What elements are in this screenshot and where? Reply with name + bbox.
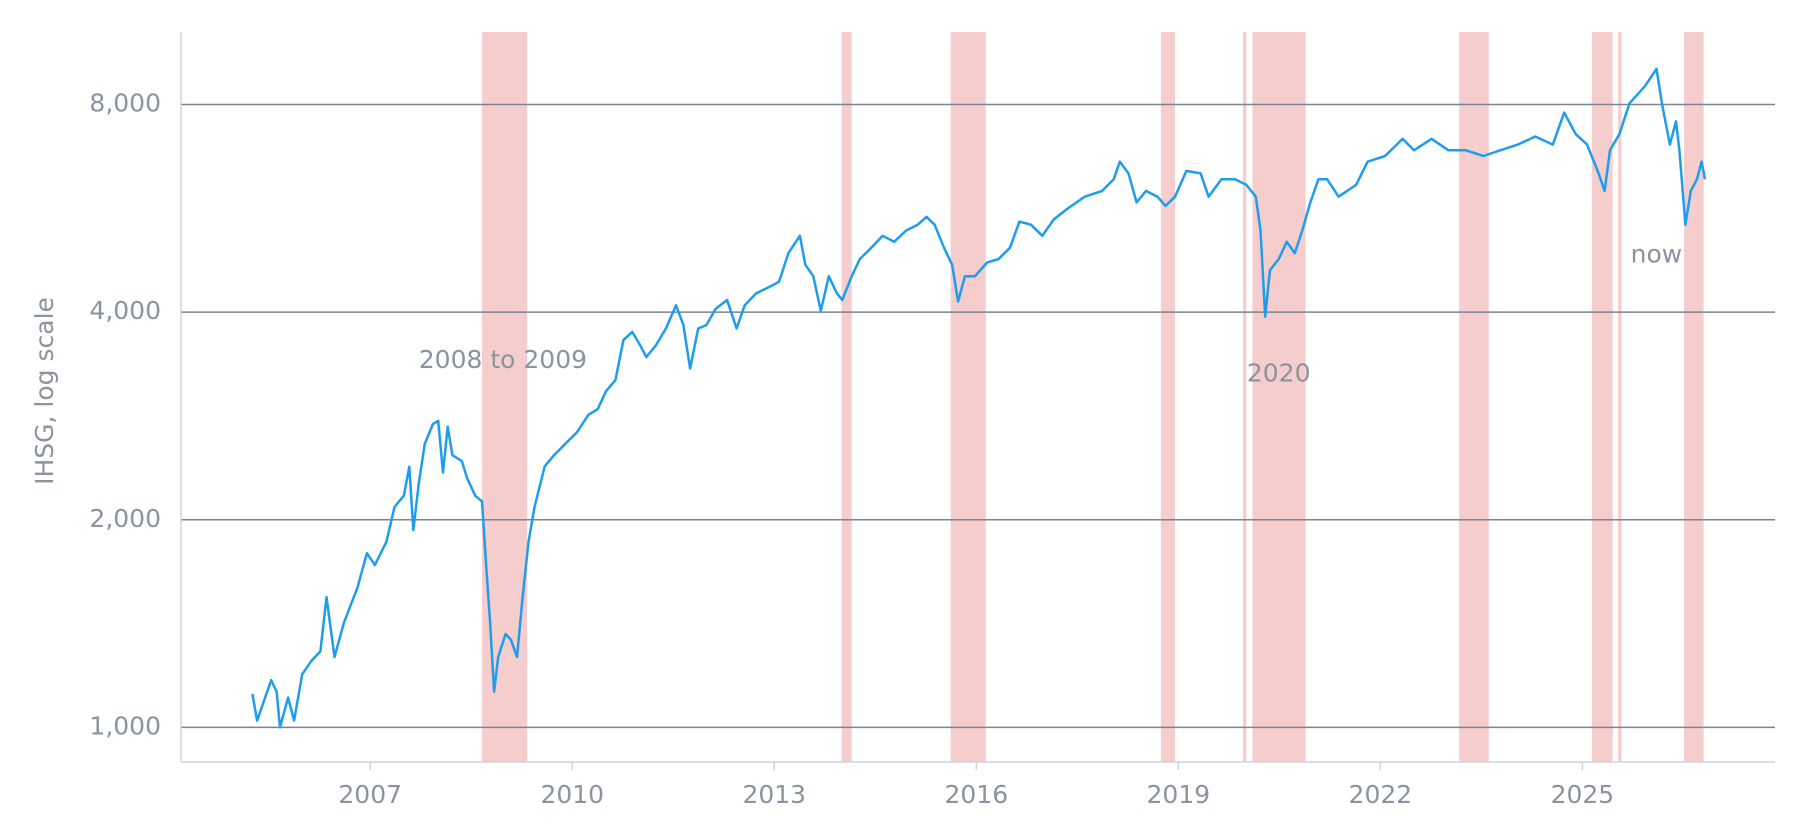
x-tick-label: 2010 bbox=[540, 780, 604, 809]
shaded-period bbox=[1591, 32, 1613, 762]
x-tick-label: 2025 bbox=[1551, 780, 1615, 809]
y-tick-label: 1,000 bbox=[89, 711, 161, 740]
annotation: 2020 bbox=[1247, 358, 1311, 387]
shaded-period bbox=[1160, 32, 1175, 762]
y-tick-label: 4,000 bbox=[89, 296, 161, 325]
annotation: 2008 to 2009 bbox=[419, 345, 587, 374]
shaded-period bbox=[1459, 32, 1489, 762]
shaded-period bbox=[1618, 32, 1622, 762]
x-tick-label: 2016 bbox=[945, 780, 1009, 809]
y-tick-label: 2,000 bbox=[89, 504, 161, 533]
shaded-period bbox=[950, 32, 986, 762]
shaded-period bbox=[482, 32, 528, 762]
shaded-period bbox=[1684, 32, 1704, 762]
annotation: now bbox=[1631, 240, 1683, 269]
y-axis-label: IHSG, log scale bbox=[30, 297, 59, 485]
x-tick-label: 2007 bbox=[338, 780, 402, 809]
x-tick-label: 2022 bbox=[1349, 780, 1413, 809]
shaded-period bbox=[1242, 32, 1247, 762]
index-line bbox=[251, 67, 1707, 729]
y-tick-label: 8,000 bbox=[89, 88, 161, 117]
x-tick-label: 2013 bbox=[742, 780, 806, 809]
shaded-period bbox=[1252, 32, 1306, 762]
x-tick-label: 2019 bbox=[1147, 780, 1211, 809]
shaded-period bbox=[841, 32, 852, 762]
